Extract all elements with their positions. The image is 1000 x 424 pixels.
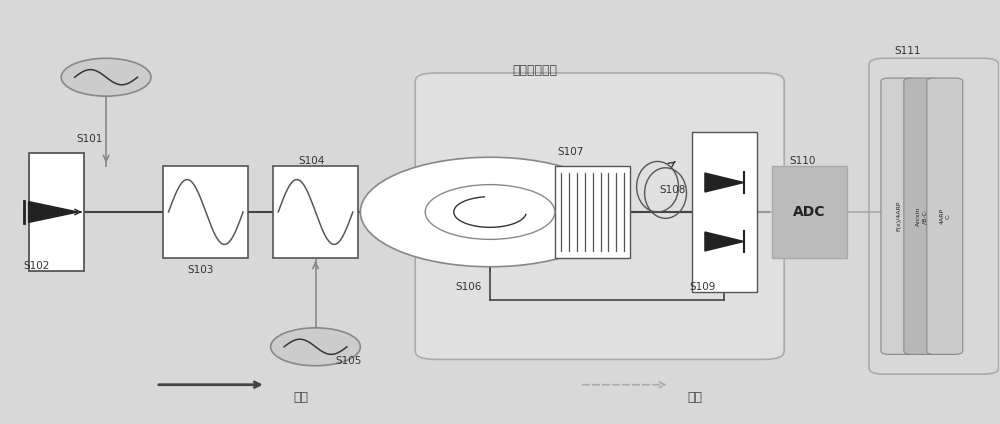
Text: S104: S104 [299, 156, 325, 165]
Text: S109: S109 [689, 282, 716, 292]
FancyBboxPatch shape [927, 78, 963, 354]
FancyBboxPatch shape [904, 78, 940, 354]
Text: S110: S110 [789, 156, 816, 165]
FancyBboxPatch shape [692, 132, 757, 292]
Polygon shape [705, 232, 744, 251]
FancyBboxPatch shape [881, 78, 917, 354]
Text: S111: S111 [894, 46, 920, 56]
Text: S107: S107 [558, 147, 584, 157]
Circle shape [61, 58, 151, 96]
FancyBboxPatch shape [415, 73, 784, 360]
Text: S103: S103 [188, 265, 214, 275]
Text: F(x)/4ARP: F(x)/4ARP [896, 201, 901, 232]
Text: S105: S105 [335, 356, 362, 365]
Text: S102: S102 [23, 261, 50, 271]
Polygon shape [705, 173, 744, 192]
Text: 增益提高模块: 增益提高模块 [512, 64, 557, 78]
Text: ADC: ADC [793, 205, 825, 219]
FancyBboxPatch shape [163, 166, 248, 258]
Text: S101: S101 [76, 134, 103, 145]
FancyBboxPatch shape [869, 58, 999, 374]
FancyBboxPatch shape [555, 166, 630, 258]
Circle shape [271, 328, 360, 366]
Text: S106: S106 [455, 282, 482, 292]
Polygon shape [29, 201, 78, 223]
Circle shape [360, 157, 620, 267]
Text: Arcsin
/B·C·: Arcsin /B·C· [916, 206, 927, 226]
FancyBboxPatch shape [772, 166, 847, 258]
FancyBboxPatch shape [29, 153, 84, 271]
Circle shape [425, 184, 555, 240]
Text: 4ARP
C·: 4ARP C· [939, 208, 950, 224]
Text: S108: S108 [660, 185, 686, 195]
Text: 电路: 电路 [687, 391, 702, 404]
FancyBboxPatch shape [273, 166, 358, 258]
Text: 光路: 光路 [293, 391, 308, 404]
